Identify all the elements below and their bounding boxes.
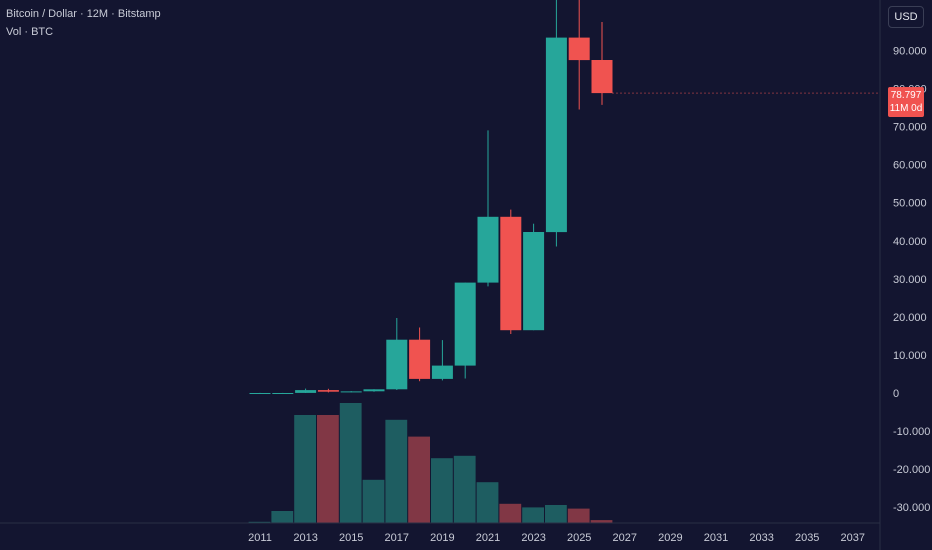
- price-tick-label: 10.000: [893, 350, 927, 362]
- candle-body-2025: [568, 37, 590, 61]
- price-tick-label: 60.000: [893, 160, 927, 172]
- candle-body-2018: [409, 339, 431, 379]
- volume-bar-2020: [453, 455, 476, 523]
- volume-bar-2023: [522, 507, 544, 523]
- candle-body-2011: [249, 393, 271, 394]
- last-price-value: 78.797: [890, 90, 922, 101]
- time-tick-label: 2015: [339, 532, 363, 544]
- volume-bar-2025: [567, 508, 590, 523]
- volume-bar-2022: [499, 503, 522, 523]
- volume-bar-2024: [545, 505, 567, 523]
- candle-body-2020: [454, 282, 476, 366]
- time-tick-label: 2021: [476, 532, 500, 544]
- candle-body-2014: [317, 390, 339, 392]
- time-tick-label: 2029: [658, 532, 682, 544]
- candle-2024: [545, 0, 567, 247]
- bar-countdown: 11M 0d: [889, 103, 923, 114]
- time-tick-label: 2033: [749, 532, 773, 544]
- volume-indicator-label[interactable]: Vol · BTC: [6, 26, 54, 38]
- volume-bar-2012: [271, 511, 294, 523]
- candle-2020: [454, 282, 476, 379]
- volume-bar-2019: [431, 458, 453, 523]
- candle-body-2012: [272, 393, 294, 394]
- candle-body-2013: [295, 390, 317, 393]
- candle-2021: [477, 130, 499, 287]
- price-tick-label: 40.000: [893, 236, 927, 248]
- time-tick-label: 2027: [613, 532, 637, 544]
- volume-bars: [248, 403, 613, 523]
- price-tick-label: 70.000: [893, 122, 927, 134]
- price-tick-label: 20.000: [893, 312, 927, 324]
- volume-bar-2026: [590, 520, 613, 523]
- volume-bar-2016: [362, 479, 385, 523]
- candle-body-2017: [386, 339, 408, 390]
- candle-body-2021: [477, 216, 499, 283]
- candle-2018: [409, 327, 431, 382]
- volume-bar-2013: [294, 415, 316, 523]
- price-tick-label: 90.000: [893, 46, 927, 58]
- candles: [249, 0, 880, 394]
- candle-2016: [363, 389, 385, 392]
- candle-body-2024: [545, 37, 567, 233]
- candle-2025: [568, 0, 590, 110]
- volume-bar-2015: [339, 403, 362, 523]
- time-tick-label: 2011: [248, 532, 272, 544]
- candle-2019: [431, 340, 453, 381]
- candle-2014: [317, 388, 339, 393]
- candle-2011: [249, 392, 271, 394]
- candle-2022: [500, 209, 522, 334]
- price-tick-label: -30.000: [893, 502, 930, 514]
- time-axis[interactable]: 2011 2013 2015 2017 2019 2021 2023 2025 2027 2029…: [248, 532, 865, 544]
- time-tick-label: 2037: [841, 532, 865, 544]
- price-tick-label: -20.000: [893, 464, 930, 476]
- candle-body-2016: [363, 389, 385, 392]
- symbol-title[interactable]: Bitcoin / Dollar · 12M · Bitstamp: [6, 8, 161, 20]
- time-tick-label: 2025: [567, 532, 591, 544]
- price-tick-label: 30.000: [893, 274, 927, 286]
- volume-bar-2018: [408, 436, 430, 523]
- volume-bar-2014: [317, 415, 339, 523]
- candle-body-2023: [523, 232, 545, 331]
- candle-2012: [272, 392, 294, 394]
- price-tick-label: 50.000: [893, 198, 927, 210]
- currency-button[interactable]: USD: [888, 6, 924, 28]
- time-tick-label: 2019: [430, 532, 454, 544]
- time-tick-label: 2017: [385, 532, 409, 544]
- candle-2013: [295, 388, 317, 393]
- candle-2023: [523, 223, 545, 331]
- volume-bar-2011: [248, 521, 271, 523]
- candle-body-2019: [431, 365, 453, 379]
- candle-2017: [386, 318, 408, 390]
- candle-body-2015: [340, 391, 362, 393]
- candle-2026: [591, 22, 613, 105]
- price-tick-label: 0: [893, 388, 899, 400]
- last-price-badge: 78.797 11M 0d: [888, 87, 924, 117]
- volume-bar-2017: [385, 419, 408, 523]
- volume-bar-2021: [476, 482, 499, 523]
- candle-body-2022: [500, 216, 522, 331]
- time-tick-label: 2035: [795, 532, 819, 544]
- candle-2015: [340, 391, 362, 393]
- candle-body-2026: [591, 60, 613, 94]
- time-tick-label: 2013: [293, 532, 317, 544]
- price-tick-label: -10.000: [893, 426, 930, 438]
- time-tick-label: 2031: [704, 532, 728, 544]
- time-tick-label: 2023: [521, 532, 545, 544]
